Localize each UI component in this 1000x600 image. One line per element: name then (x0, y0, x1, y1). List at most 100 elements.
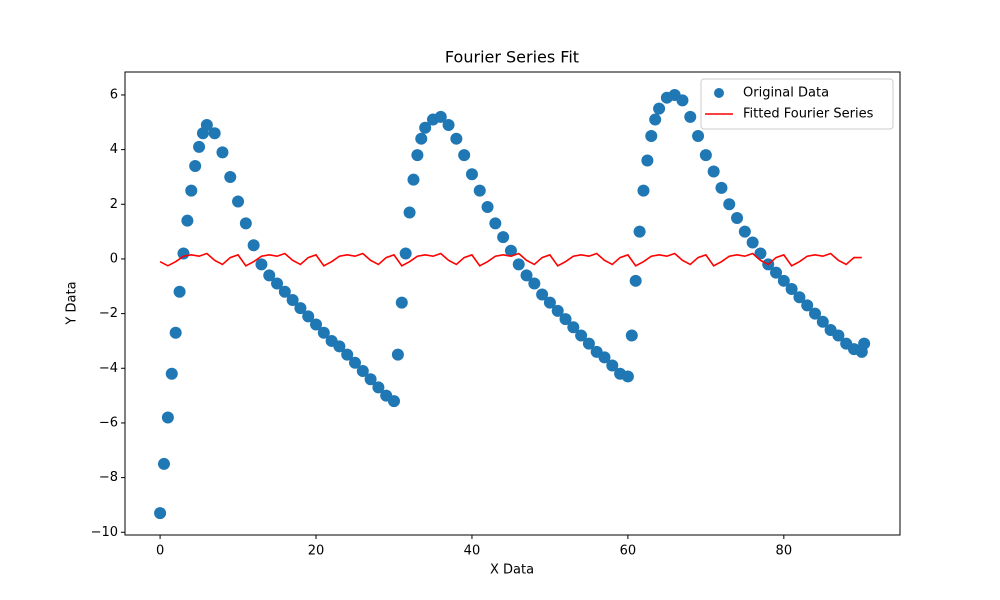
legend-marker (714, 88, 724, 98)
scatter-point (731, 211, 744, 224)
scatter-point (793, 291, 806, 304)
scatter-point (232, 195, 245, 208)
legend-box (700, 78, 894, 130)
scatter-point (349, 356, 362, 369)
scatter-point (341, 348, 354, 361)
x-tick-label: 40 (464, 544, 481, 559)
scatter-point (399, 247, 412, 260)
y-tick-label: 6 (110, 87, 118, 102)
scatter-point (606, 359, 619, 372)
scatter-point (224, 170, 237, 183)
scatter-point (286, 293, 299, 306)
scatter-point (247, 239, 260, 252)
x-tick-label: 20 (308, 544, 325, 559)
scatter-point (528, 277, 541, 290)
plot-frame (124, 71, 901, 536)
scatter-point (200, 119, 213, 132)
scatter-point (317, 326, 330, 339)
scatter-point (177, 247, 190, 260)
scatter-point (536, 288, 549, 301)
scatter-point (165, 367, 178, 380)
scatter-point (185, 184, 198, 197)
scatter-point (676, 94, 689, 107)
scatter-point (372, 381, 385, 394)
scatter-point (625, 329, 638, 342)
scatter-point (633, 225, 646, 238)
scatter-point (653, 102, 666, 115)
scatter-point (407, 173, 420, 186)
scatter-point (858, 337, 871, 350)
scatter-point (520, 269, 533, 282)
y-tick-label: 2 (110, 197, 118, 212)
scatter-point (450, 132, 463, 145)
scatter-point (692, 129, 705, 142)
y-tick-label: −8 (99, 470, 118, 485)
x-tick-label: 0 (156, 544, 164, 559)
scatter-point (193, 140, 206, 153)
scatter-point (403, 206, 416, 219)
scatter-point (770, 266, 783, 279)
scatter-point (411, 149, 424, 162)
scatter-point (723, 198, 736, 211)
scatter-point (216, 146, 229, 159)
scatter-point (832, 329, 845, 342)
scatter-point (154, 507, 167, 520)
scatter-point (504, 244, 517, 257)
y-tick-label: −4 (99, 361, 118, 376)
scatter-point (473, 184, 486, 197)
scatter-point (208, 127, 221, 140)
scatter-point (387, 395, 400, 408)
scatter-point (239, 217, 252, 230)
scatter-point (310, 318, 323, 331)
scatter-point (699, 149, 712, 162)
scatter-point (458, 149, 471, 162)
scatter-series (154, 88, 871, 520)
scatter-point (419, 121, 432, 134)
y-axis-label: Y Data (65, 281, 80, 325)
scatter-point (649, 113, 662, 126)
scatter-point (637, 184, 650, 197)
scatter-point (173, 285, 186, 298)
scatter-point (645, 129, 658, 142)
scatter-point (181, 214, 194, 227)
scatter-point (715, 181, 728, 194)
scatter-point (189, 160, 202, 173)
x-tick-label: 80 (776, 544, 793, 559)
scatter-point (434, 110, 447, 123)
scatter-point (161, 411, 174, 424)
scatter-point (465, 168, 478, 181)
scatter-point (551, 304, 564, 317)
scatter-point (809, 307, 822, 320)
scatter-point (302, 310, 315, 323)
scatter-point (575, 329, 588, 342)
scatter-point (497, 231, 510, 244)
scatter-point (543, 296, 556, 309)
scatter-point (738, 225, 751, 238)
scatter-point (746, 236, 759, 249)
scatter-point (707, 165, 720, 178)
scatter-point (754, 247, 767, 260)
scatter-point (559, 313, 572, 326)
scatter-point (684, 110, 697, 123)
y-tick-label: 4 (110, 142, 118, 157)
scatter-point (582, 337, 595, 350)
y-tick-label: −6 (99, 415, 118, 430)
scatter-point (629, 274, 642, 287)
scatter-point (356, 365, 369, 378)
scatter-point (481, 201, 494, 214)
scatter-point (391, 348, 404, 361)
scatter-point (294, 302, 307, 315)
scatter-point (157, 457, 170, 470)
legend-label: Original Data (743, 86, 829, 101)
x-tick-label: 60 (620, 544, 637, 559)
scatter-point (395, 296, 408, 309)
x-axis-label: X Data (490, 563, 534, 578)
scatter-point (489, 217, 502, 230)
scatter-point (333, 340, 346, 353)
scatter-point (512, 258, 525, 271)
scatter-point (364, 373, 377, 386)
y-tick-label: −10 (91, 525, 118, 540)
scatter-point (263, 269, 276, 282)
scatter-point (777, 274, 790, 287)
